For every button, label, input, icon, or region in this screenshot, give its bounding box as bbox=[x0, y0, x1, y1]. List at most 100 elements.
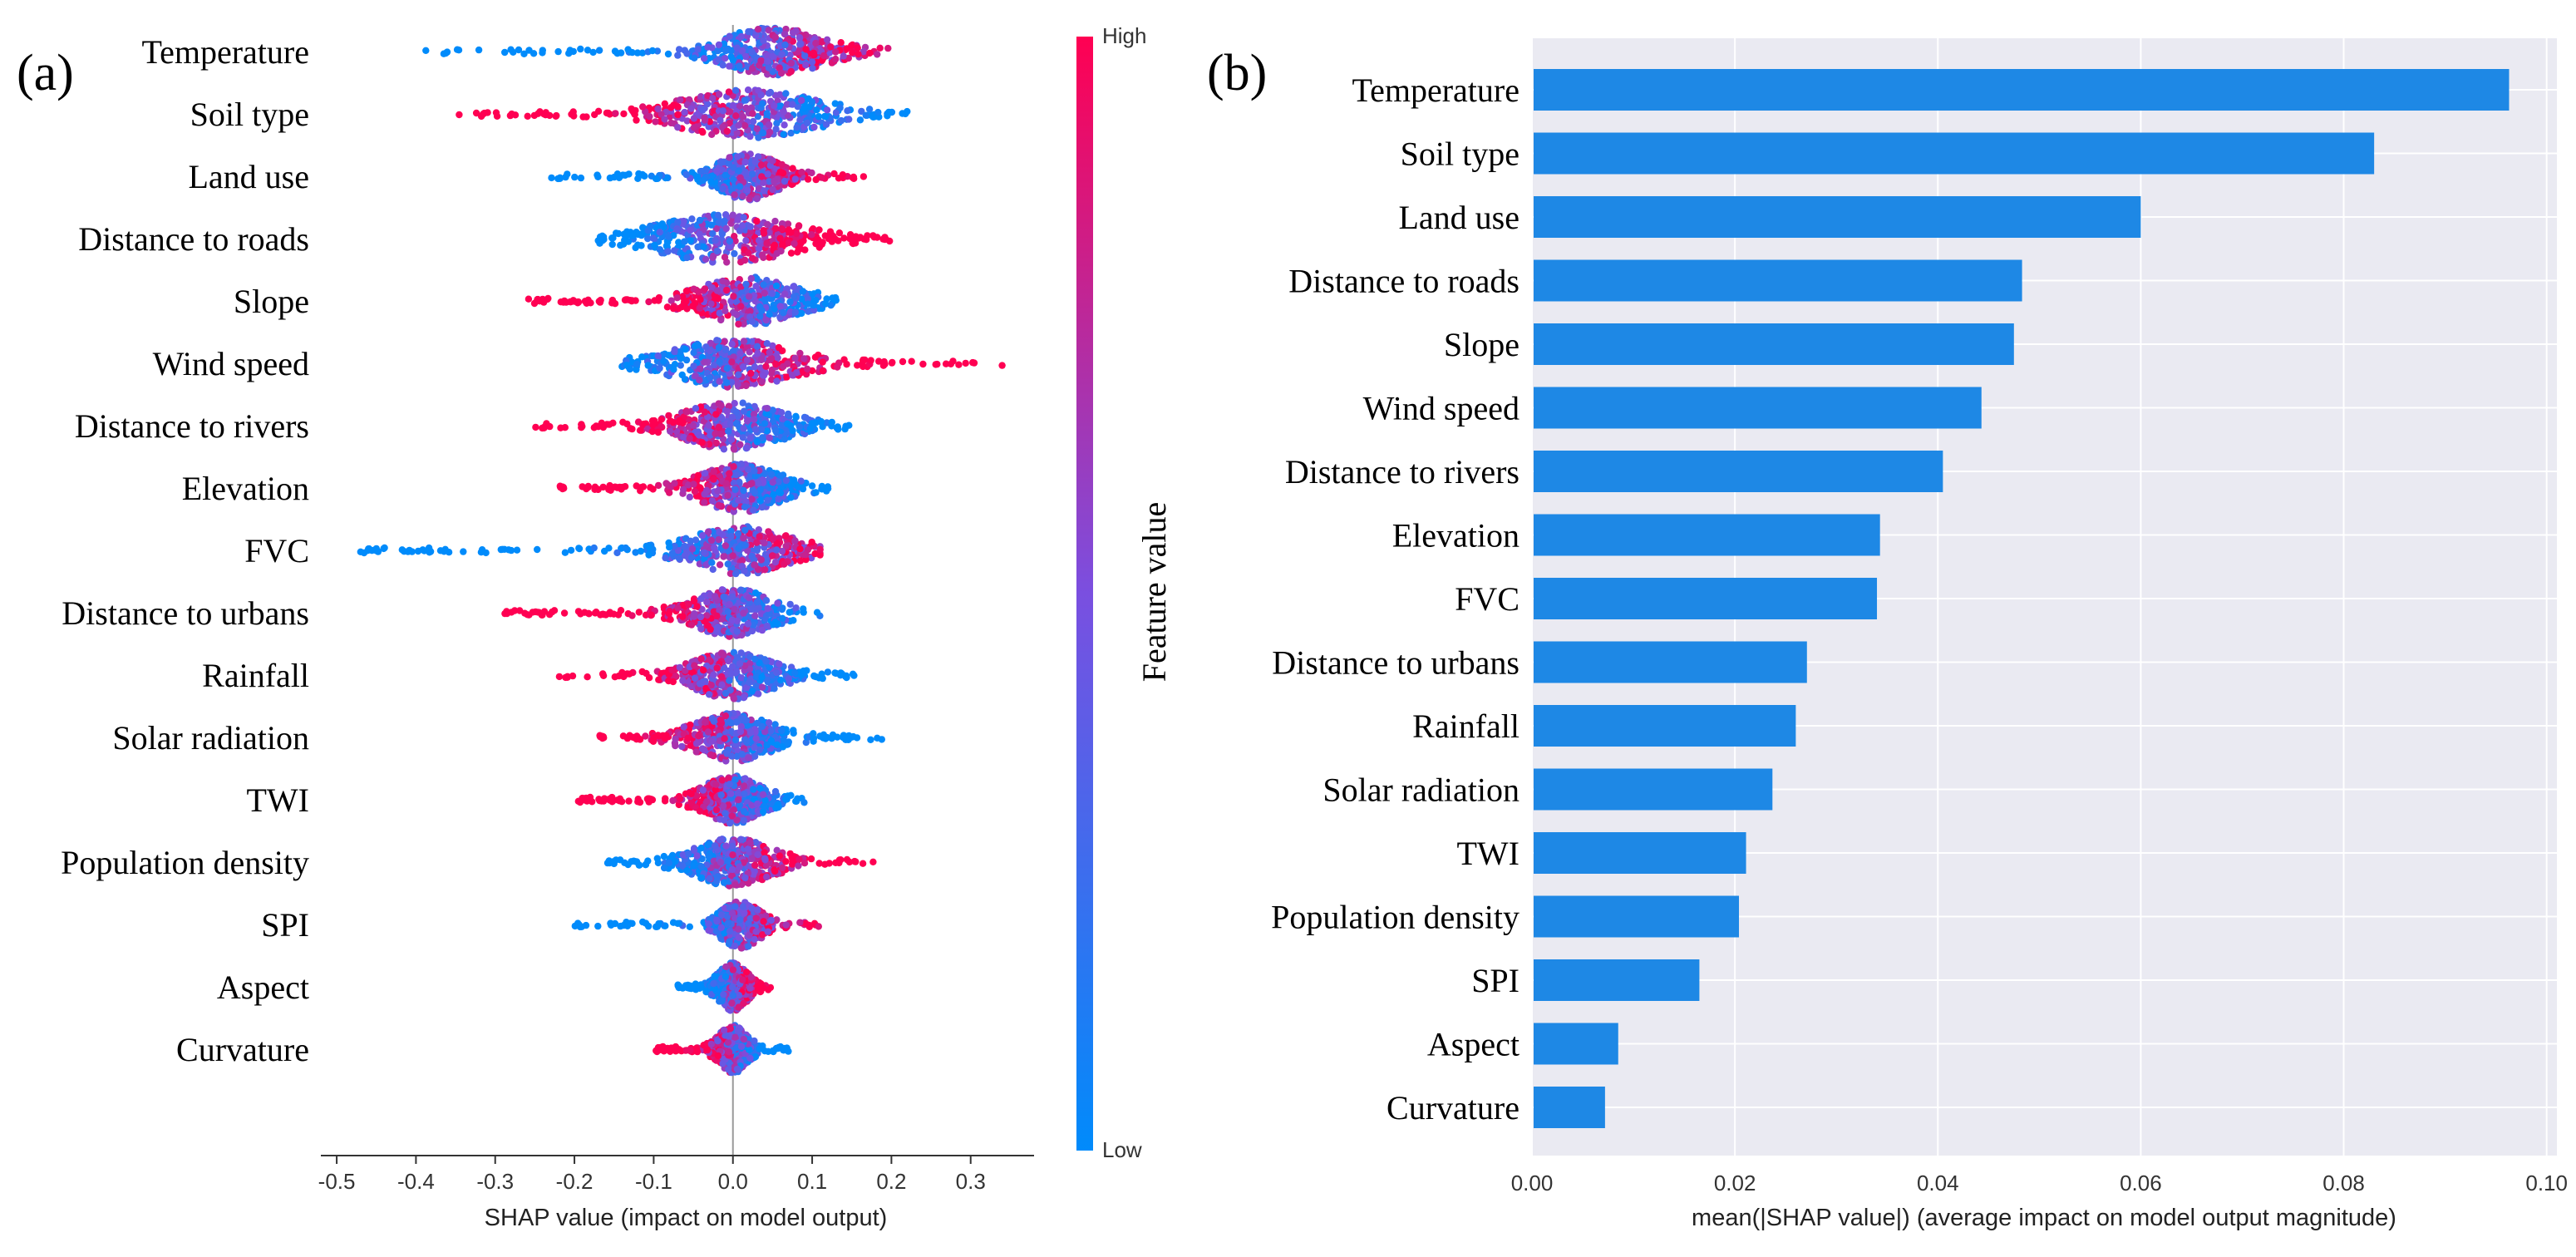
shap-point bbox=[812, 39, 820, 47]
shap-point bbox=[803, 119, 811, 127]
shap-point bbox=[776, 168, 784, 175]
shap-point bbox=[817, 417, 825, 426]
shap-point bbox=[832, 48, 840, 56]
shap-point bbox=[608, 299, 616, 307]
shap-point bbox=[711, 544, 718, 551]
shap-point bbox=[696, 216, 704, 224]
shap-point bbox=[441, 548, 448, 555]
shap-point bbox=[753, 539, 761, 546]
shap-point bbox=[795, 223, 802, 230]
shap-point bbox=[781, 532, 789, 540]
shap-point bbox=[743, 357, 751, 364]
shap-point bbox=[697, 655, 705, 663]
shap-point bbox=[881, 360, 889, 368]
shap-point bbox=[753, 343, 761, 350]
shap-point bbox=[828, 418, 835, 426]
shap-point bbox=[619, 171, 627, 179]
shap-point bbox=[525, 295, 533, 303]
shap-point bbox=[622, 544, 629, 552]
shap-point bbox=[753, 217, 761, 225]
shap-point bbox=[781, 290, 789, 298]
shap-point bbox=[740, 535, 747, 542]
shap-point bbox=[705, 421, 712, 429]
shap-point bbox=[671, 348, 678, 356]
shap-point bbox=[844, 107, 851, 115]
panel-a-label-twi: TWI bbox=[246, 781, 309, 819]
shap-point bbox=[724, 560, 731, 568]
shap-point bbox=[663, 303, 672, 311]
shap-point bbox=[726, 32, 733, 40]
shap-point bbox=[637, 487, 644, 495]
shap-point bbox=[741, 693, 748, 701]
shap-point bbox=[745, 27, 752, 36]
shap-point bbox=[786, 600, 794, 609]
shap-point bbox=[764, 170, 771, 178]
shap-point bbox=[651, 241, 658, 249]
shap-point bbox=[819, 367, 827, 375]
shap-point bbox=[656, 364, 663, 372]
shap-point bbox=[722, 480, 730, 487]
shap-point bbox=[791, 175, 799, 183]
beeswarm-solar-radiation bbox=[596, 710, 886, 765]
shap-point bbox=[734, 153, 741, 160]
shap-point bbox=[566, 47, 574, 54]
shap-point bbox=[697, 625, 705, 633]
shap-point bbox=[722, 224, 730, 233]
shap-point bbox=[612, 110, 619, 117]
shap-point bbox=[648, 427, 657, 436]
shap-point bbox=[721, 55, 729, 62]
shap-point bbox=[725, 160, 732, 167]
shap-point bbox=[784, 360, 791, 367]
shap-point bbox=[858, 107, 865, 116]
shap-point bbox=[731, 486, 739, 494]
shap-point bbox=[739, 192, 746, 200]
panel-a-label-temperature: Temperature bbox=[141, 33, 309, 71]
shap-point bbox=[765, 27, 772, 34]
shap-point bbox=[766, 434, 773, 441]
shap-point bbox=[723, 364, 731, 372]
shap-point bbox=[740, 338, 748, 345]
shap-point bbox=[764, 220, 771, 229]
shap-point bbox=[637, 547, 645, 555]
shap-point bbox=[727, 420, 735, 427]
shap-point bbox=[698, 127, 706, 136]
shap-point bbox=[408, 548, 416, 555]
shap-point bbox=[755, 604, 762, 612]
shap-point bbox=[697, 365, 704, 372]
shap-point bbox=[796, 116, 804, 124]
panel-a-label-population-density: Population density bbox=[61, 844, 309, 881]
shap-point bbox=[730, 176, 737, 184]
shap-point bbox=[834, 423, 841, 431]
shap-point bbox=[762, 316, 770, 324]
shap-point bbox=[633, 360, 641, 368]
shap-point bbox=[736, 660, 744, 668]
shap-point bbox=[534, 110, 542, 117]
panel-a-label-solar-radiation: Solar radiation bbox=[112, 719, 309, 757]
shap-point bbox=[790, 283, 797, 290]
shap-point bbox=[782, 476, 791, 485]
shap-point bbox=[757, 356, 766, 364]
shap-point bbox=[731, 736, 740, 744]
shap-point bbox=[546, 611, 554, 619]
shap-point bbox=[728, 358, 736, 366]
shap-point bbox=[899, 357, 907, 366]
shap-point bbox=[737, 586, 745, 594]
shap-point bbox=[679, 419, 687, 426]
shap-point bbox=[760, 37, 767, 44]
shap-point bbox=[717, 431, 725, 438]
shap-point bbox=[780, 108, 787, 116]
shap-point bbox=[742, 382, 750, 390]
shap-point bbox=[736, 174, 744, 182]
shap-point bbox=[741, 96, 748, 104]
panel-a-label-land-use: Land use bbox=[188, 158, 309, 195]
shap-point bbox=[687, 621, 696, 628]
shap-point bbox=[727, 533, 735, 540]
shap-point bbox=[658, 220, 666, 228]
shap-point bbox=[740, 609, 747, 617]
shap-point bbox=[719, 277, 727, 285]
shap-point bbox=[690, 115, 698, 122]
shap-point bbox=[843, 361, 850, 368]
shap-point bbox=[579, 483, 586, 490]
shap-point bbox=[594, 171, 601, 179]
